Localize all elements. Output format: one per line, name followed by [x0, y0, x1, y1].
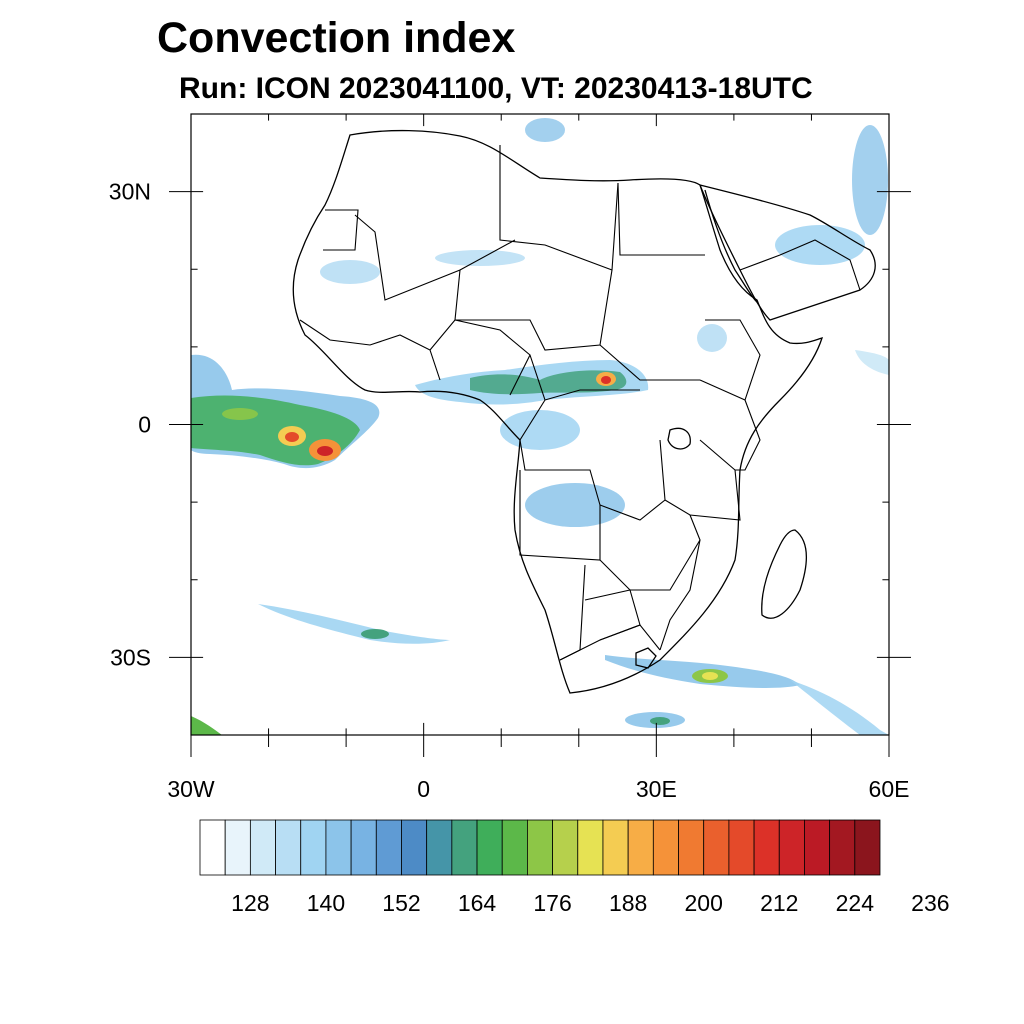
- colorbar-box: [476, 819, 503, 876]
- colorbar-tick-label: 128: [231, 890, 269, 916]
- lesotho-outline: [635, 647, 657, 669]
- lat-label: 30N: [109, 179, 151, 205]
- colorbar-tick-label: 212: [760, 890, 798, 916]
- border-egypt-sudan: [617, 182, 705, 256]
- colorbar-box: [426, 819, 453, 876]
- colorbar-tick-label: 140: [307, 890, 345, 916]
- convection-area-indian-east: [855, 350, 889, 375]
- convection-area-congo: [500, 410, 580, 450]
- lake-victoria: [667, 427, 691, 450]
- border-zambia-zimbabwe: [599, 514, 701, 591]
- chart-title: Convection index: [157, 14, 516, 62]
- lon-label: 0: [417, 776, 430, 802]
- convection-max-south-east-core: [702, 672, 718, 680]
- colorbar-box: [350, 819, 377, 876]
- border-cameroon-car: [529, 354, 640, 401]
- axis-ticks: [169, 113, 911, 757]
- convection-area-angola: [525, 483, 625, 527]
- colorbar-box: [375, 819, 402, 876]
- border-west-africa: [299, 319, 441, 381]
- lon-label: 30E: [636, 776, 677, 802]
- border-algeria-mali: [354, 214, 516, 301]
- colorbar-box: [804, 819, 831, 876]
- border-mozambique: [659, 539, 701, 651]
- lon-label: 30W: [167, 776, 215, 802]
- colorbar-box: [627, 819, 654, 876]
- convection-area-sahel-west: [320, 260, 380, 284]
- convection-field: [191, 118, 889, 735]
- border-south-africa: [559, 624, 661, 661]
- border-congo-drc: [519, 399, 666, 521]
- colorbar-box: [778, 819, 805, 876]
- colorbar-tick-label: 188: [609, 890, 647, 916]
- convection-area-south-ocean-core: [650, 717, 670, 725]
- convection-area-arabia: [775, 225, 865, 265]
- convection-area-ethiopia: [697, 324, 727, 352]
- chart-subtitle: Run: ICON 2023041100, VT: 20230413-18UTC: [179, 72, 813, 105]
- convection-max-west-1-core: [285, 432, 299, 442]
- colorbar-box: [401, 819, 428, 876]
- lat-label: 0: [138, 412, 151, 438]
- border-niger-chad: [454, 269, 613, 351]
- border-sudan-south: [599, 344, 700, 381]
- convection-area-sahel: [435, 250, 525, 266]
- colorbar-tick-label: 200: [685, 890, 723, 916]
- border-nigeria: [429, 319, 531, 396]
- axis-labels: 30N 0 30S 30W 0 30E 60E: [109, 179, 910, 802]
- colorbar-box: [325, 819, 352, 876]
- madagascar-coastline: [761, 529, 807, 619]
- colorbar-tick-label: 176: [533, 890, 571, 916]
- border-mauritania: [323, 209, 359, 251]
- colorbar-box: [577, 819, 604, 876]
- colorbar-box: [552, 819, 579, 876]
- coastlines: [292, 129, 876, 694]
- colorbar-box: [753, 819, 780, 876]
- convection-max-central-africa-core: [601, 376, 611, 384]
- colorbar-box: [501, 819, 528, 876]
- lon-label: 60E: [869, 776, 910, 802]
- colorbar-box: [728, 819, 755, 876]
- colorbar-box: [854, 819, 881, 876]
- convection-area-guinea-core: [470, 370, 627, 395]
- colorbar-box: [300, 819, 327, 876]
- colorbar-box: [703, 819, 730, 876]
- border-saudi: [739, 239, 861, 291]
- colorbar-tick-label: 152: [382, 890, 420, 916]
- border-libya: [499, 145, 619, 271]
- convection-area-south-atlantic: [258, 604, 450, 644]
- colorbar-box: [224, 819, 251, 876]
- colorbar-labels: 128 140 152 164 176 188 200 212 224 236: [231, 890, 949, 916]
- colorbar-box: [527, 819, 553, 876]
- colorbar-box: [249, 819, 276, 876]
- convection-area-indian-ocean: [790, 680, 889, 735]
- colorbar-box: [829, 819, 856, 876]
- border-tanzania: [664, 439, 741, 521]
- colorbar-box: [678, 819, 705, 876]
- colorbar-box: [199, 819, 226, 876]
- red-sea-coastline: [704, 189, 758, 303]
- convection-area-southwest-corner: [191, 716, 222, 735]
- border-angola: [519, 470, 601, 561]
- lat-label: 30S: [110, 644, 151, 670]
- convection-area-west-gulf: [222, 408, 258, 420]
- africa-coastline: [292, 129, 823, 694]
- country-borders: [299, 145, 861, 661]
- colorbar-tick-label: 236: [911, 890, 949, 916]
- convection-area-gulf: [852, 125, 888, 235]
- convection-area-south-atlantic-core: [361, 629, 389, 639]
- colorbar-tick-label: 164: [458, 890, 497, 916]
- colorbar-tick-label: 224: [836, 890, 875, 916]
- colorbar-box: [451, 819, 478, 876]
- border-ethiopia: [699, 319, 761, 401]
- colorbar-box: [652, 819, 679, 876]
- convection-max-west-2-core: [317, 446, 333, 456]
- colorbar-box: [275, 819, 302, 876]
- colorbar: [199, 819, 881, 876]
- border-kenya-somalia: [735, 399, 761, 471]
- colorbar-box: [602, 819, 629, 876]
- convection-area-mediterranean: [525, 118, 565, 142]
